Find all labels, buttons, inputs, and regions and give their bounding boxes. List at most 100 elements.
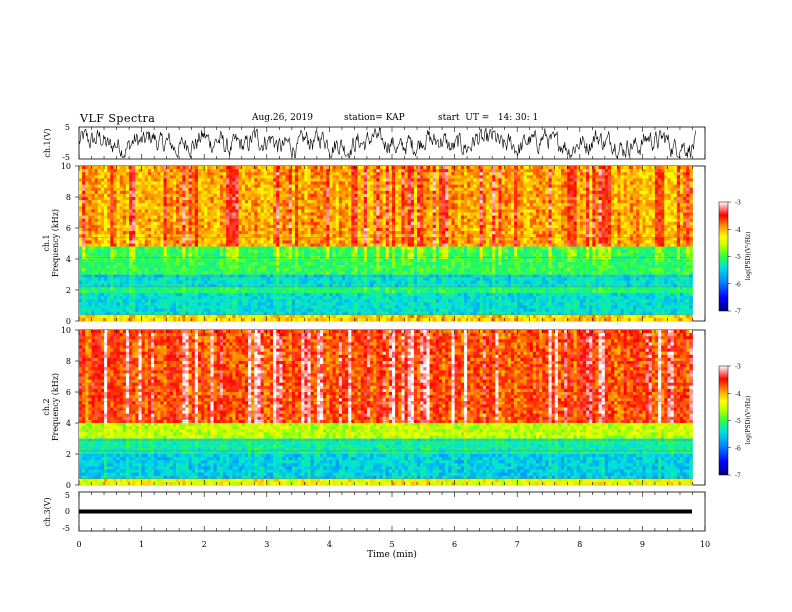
spec-cell	[686, 191, 690, 195]
spec-cell	[445, 178, 449, 182]
spec-cell	[304, 182, 308, 186]
spec-cell	[207, 194, 211, 198]
spec-cell	[142, 191, 146, 195]
spec-cell	[223, 169, 227, 173]
spec-cell	[667, 169, 671, 173]
spec-cell	[179, 178, 183, 182]
spec-cell	[442, 172, 446, 176]
spec-cell	[236, 182, 240, 186]
spec-cell	[633, 166, 637, 170]
spec-cell	[226, 175, 230, 179]
spec-cell	[151, 194, 155, 198]
spec-cell	[176, 169, 180, 173]
spec-cell	[649, 175, 653, 179]
spec-cell	[239, 178, 243, 182]
spec-cell	[439, 169, 443, 173]
spec-cell	[273, 172, 277, 176]
spec-cell	[680, 169, 684, 173]
spec-cell	[517, 185, 521, 189]
spec-cell	[442, 169, 446, 173]
spec-cell	[311, 175, 315, 179]
spec-cell	[226, 182, 230, 186]
spec-cell	[511, 185, 515, 189]
spec-cell	[395, 175, 399, 179]
spec-cell	[204, 175, 208, 179]
spec-cell	[167, 188, 171, 192]
spec-cell	[436, 178, 440, 182]
spec-cell	[602, 185, 606, 189]
spec-cell	[88, 194, 92, 198]
spec-cell	[151, 172, 155, 176]
spec-cell	[354, 194, 358, 198]
spec-cell	[639, 178, 643, 182]
spec-cell	[495, 169, 499, 173]
spec-cell	[329, 194, 333, 198]
spec-cell	[270, 169, 274, 173]
spec-cell	[567, 172, 571, 176]
spec-cell	[467, 188, 471, 192]
spec-cell	[320, 182, 324, 186]
spec-cell	[592, 185, 596, 189]
spec-cell	[580, 166, 584, 170]
spec-cell	[492, 169, 496, 173]
spec-cell	[173, 178, 177, 182]
spec-cell	[270, 182, 274, 186]
spec-cell	[198, 191, 202, 195]
spec-cell	[261, 191, 265, 195]
spec-cell	[511, 188, 515, 192]
spec-cell	[433, 169, 437, 173]
spec-cell	[326, 188, 330, 192]
spec-cell	[101, 172, 105, 176]
spec-cell	[595, 172, 599, 176]
spec-cell	[273, 166, 277, 170]
spec-cell	[311, 166, 315, 170]
spec-cell	[477, 175, 481, 179]
spec-cell	[257, 188, 261, 192]
spec-cell	[423, 185, 427, 189]
spec-cell	[589, 185, 593, 189]
spec-cell	[110, 191, 114, 195]
spec-cell	[236, 166, 240, 170]
spec-cell	[502, 172, 506, 176]
spec-cell	[292, 188, 296, 192]
spec-cell	[620, 182, 624, 186]
spec-cell	[342, 172, 346, 176]
spec-cell	[577, 188, 581, 192]
spec-cell	[480, 182, 484, 186]
spec-cell	[574, 169, 578, 173]
spec-cell	[192, 169, 196, 173]
spec-cell	[223, 175, 227, 179]
spec-cell	[658, 169, 662, 173]
spec-cell	[292, 178, 296, 182]
spec-cell	[210, 178, 214, 182]
spec-cell	[217, 166, 221, 170]
spec-cell	[502, 169, 506, 173]
spec-cell	[182, 172, 186, 176]
spec-cell	[251, 191, 255, 195]
spec-cell	[386, 188, 390, 192]
spec-cell	[408, 172, 412, 176]
spec-cell	[345, 191, 349, 195]
spec-cell	[282, 169, 286, 173]
spec-cell	[646, 172, 650, 176]
spec-cell	[198, 175, 202, 179]
spec-cell	[455, 182, 459, 186]
spec-cell	[282, 194, 286, 198]
spec-cell	[555, 169, 559, 173]
spec-cell	[307, 169, 311, 173]
spec-cell	[624, 166, 628, 170]
spec-cell	[154, 188, 158, 192]
spec-cell	[511, 182, 515, 186]
spec-cell	[552, 185, 556, 189]
spec-cell	[154, 182, 158, 186]
spec-cell	[292, 166, 296, 170]
spec-cell	[533, 191, 537, 195]
spec-cell	[345, 188, 349, 192]
spec-cell	[204, 185, 208, 189]
spec-cell	[530, 178, 534, 182]
spec-cell	[295, 169, 299, 173]
spec-cell	[495, 178, 499, 182]
spec-cell	[286, 185, 290, 189]
spec-cell	[148, 166, 152, 170]
spec-cell	[545, 191, 549, 195]
